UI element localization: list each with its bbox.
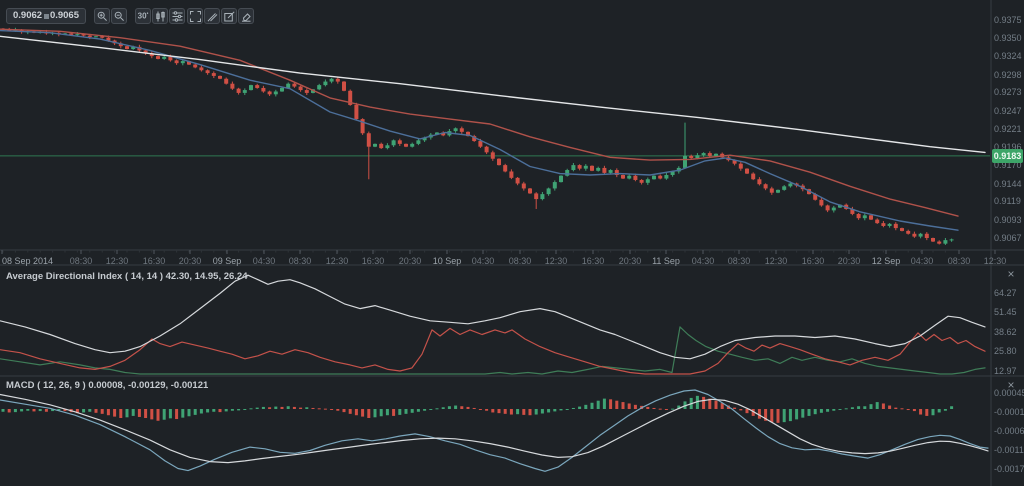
price-axis-label: 0.9170 bbox=[994, 160, 1022, 170]
time-axis-label: 08:30 bbox=[727, 256, 751, 266]
time-axis-label: 11 Sep bbox=[652, 256, 680, 266]
macd-axis-label: -0.00174 bbox=[994, 464, 1024, 474]
zoom-in-icon bbox=[97, 11, 108, 22]
time-axis-label: 12:30 bbox=[983, 256, 1007, 266]
time-axis-label: 04:30 bbox=[691, 256, 715, 266]
adx-axis-label: 25.80 bbox=[994, 346, 1017, 356]
quote-box[interactable]: 0.9062 0.9065 bbox=[6, 8, 86, 24]
pencil-icon bbox=[207, 11, 218, 22]
time-axis-label: 12:30 bbox=[764, 256, 788, 266]
adx-axis-label: 12.97 bbox=[994, 366, 1017, 376]
indicators-button[interactable] bbox=[169, 8, 185, 24]
price-axis-label: 0.9247 bbox=[994, 106, 1022, 116]
zoom-out-button[interactable] bbox=[111, 8, 127, 24]
time-axis-label: 12 Sep bbox=[871, 256, 901, 266]
time-axis-label: 20:30 bbox=[837, 256, 861, 266]
adx-indicator-label[interactable]: Average Directional Index ( 14, 14 ) 42.… bbox=[6, 271, 248, 282]
time-axis-label: 04:30 bbox=[252, 256, 276, 266]
macd-indicator-label[interactable]: MACD ( 12, 26, 9 ) 0.00008, -0.00129, -0… bbox=[6, 380, 209, 391]
macd-axis-label: 0.00045 bbox=[994, 388, 1024, 398]
edit-box-icon bbox=[223, 10, 235, 22]
timeframe-button[interactable]: 30• bbox=[135, 8, 151, 24]
time-axis-label: 20:30 bbox=[618, 256, 642, 266]
price-axis-label: 0.9196 bbox=[994, 142, 1022, 152]
adx-axis-label: 64.27 bbox=[994, 288, 1017, 298]
spread-indicator-icon bbox=[43, 13, 49, 19]
time-axis-label: 20:30 bbox=[398, 256, 422, 266]
candlestick-icon bbox=[155, 11, 166, 22]
time-axis-label: 09 Sep bbox=[212, 256, 242, 266]
eraser-button[interactable] bbox=[238, 8, 254, 24]
price-axis-label: 0.9273 bbox=[994, 87, 1022, 97]
sell-price[interactable]: 0.9062 bbox=[13, 10, 43, 21]
draw-button[interactable] bbox=[204, 8, 220, 24]
zoom-out-icon bbox=[114, 11, 125, 22]
time-axis-label: 10 Sep bbox=[432, 256, 462, 266]
time-axis-label: 20:30 bbox=[178, 256, 202, 266]
price-axis-label: 0.9298 bbox=[994, 70, 1022, 80]
buy-price[interactable]: 0.9065 bbox=[49, 10, 79, 21]
time-axis-label: 04:30 bbox=[471, 256, 495, 266]
timeframe-30-label: 30• bbox=[137, 10, 149, 21]
expand-icon bbox=[189, 10, 201, 22]
time-axis-label: 12:30 bbox=[105, 256, 129, 266]
adx-axis-label: 38.62 bbox=[994, 327, 1017, 337]
price-axis-label: 0.9067 bbox=[994, 233, 1022, 243]
time-axis-label: 08:30 bbox=[288, 256, 312, 266]
sliders-icon bbox=[172, 10, 183, 22]
price-axis-label: 0.9324 bbox=[994, 51, 1022, 61]
chart-type-button[interactable] bbox=[152, 8, 168, 24]
zoom-in-button[interactable] bbox=[94, 8, 110, 24]
close-macd-button[interactable]: × bbox=[1007, 378, 1015, 392]
eraser-icon bbox=[241, 11, 252, 22]
time-axis-label: 08:30 bbox=[508, 256, 532, 266]
time-axis-label: 16:30 bbox=[581, 256, 605, 266]
price-axis-label: 0.9375 bbox=[994, 15, 1022, 25]
time-axis-label: 08 Sep 2014 bbox=[2, 256, 54, 266]
time-axis-label: 04:30 bbox=[910, 256, 934, 266]
price-axis-label: 0.9144 bbox=[994, 179, 1022, 189]
price-axis-label: 0.9119 bbox=[994, 196, 1021, 206]
edit-button[interactable] bbox=[221, 8, 237, 24]
close-adx-button[interactable]: × bbox=[1007, 267, 1015, 281]
price-axis-label: 0.9093 bbox=[994, 215, 1022, 225]
macd-axis-label: -0.00119 bbox=[994, 445, 1024, 455]
time-axis-label: 08:30 bbox=[947, 256, 971, 266]
time-axis-label: 08:30 bbox=[69, 256, 93, 266]
time-axis-label: 12:30 bbox=[544, 256, 568, 266]
fullscreen-button[interactable] bbox=[187, 8, 203, 24]
price-axis-label: 0.9350 bbox=[994, 33, 1022, 43]
adx-axis-label: 51.45 bbox=[994, 307, 1017, 317]
current-price-tag: 0.9183 bbox=[992, 149, 1023, 163]
time-axis-label: 16:30 bbox=[801, 256, 825, 266]
macd-axis-label: -0.00010 bbox=[994, 407, 1024, 417]
time-axis-label: 12:30 bbox=[325, 256, 349, 266]
macd-axis-label: -0.00064 bbox=[994, 426, 1024, 436]
time-axis-label: 16:30 bbox=[142, 256, 166, 266]
price-axis-label: 0.9221 bbox=[994, 124, 1022, 134]
time-axis-label: 16:30 bbox=[361, 256, 385, 266]
